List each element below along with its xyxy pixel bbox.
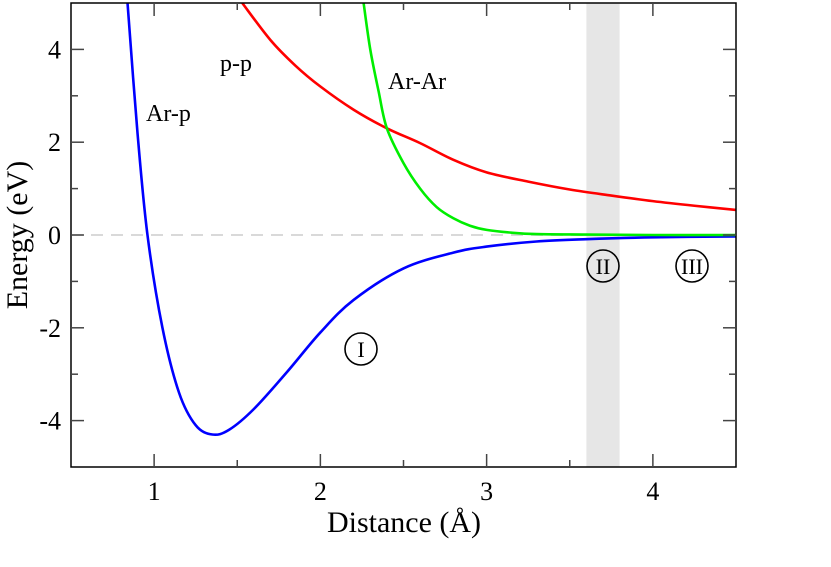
x-tick-label: 2 <box>314 477 327 506</box>
region-label-ii: II <box>596 254 611 279</box>
region-marker-ii: II <box>586 249 620 283</box>
y-tick-label: 0 <box>48 221 61 250</box>
axis-ticks: 1 2 3 4 -4 -2 0 2 4 <box>39 3 736 506</box>
curve-p-p <box>241 3 736 212</box>
region-label-iii: III <box>681 254 703 279</box>
y-tick-label: -4 <box>39 407 61 436</box>
region-marker-i: I <box>344 332 378 366</box>
y-tick-label: 4 <box>48 35 61 64</box>
curve-ar-ar <box>362 3 736 237</box>
x-tick-label: 1 <box>148 477 161 506</box>
x-axis-title: Distance (Å) <box>327 506 481 539</box>
annotation-ar-ar: Ar-Ar <box>388 69 446 95</box>
x-tick-label: 3 <box>480 477 493 506</box>
y-tick-label: -2 <box>39 314 61 343</box>
region-label-i: I <box>357 337 364 362</box>
annotation-p-p: p-p <box>220 51 252 77</box>
curve-ar-p <box>126 3 736 437</box>
curves <box>126 3 736 437</box>
region-marker-iii: III <box>675 249 709 283</box>
y-axis-title: Energy (eV) <box>1 161 34 310</box>
annotation-ar-p: Ar-p <box>146 101 191 127</box>
y-tick-label: 2 <box>48 128 61 157</box>
x-tick-label: 4 <box>646 477 659 506</box>
